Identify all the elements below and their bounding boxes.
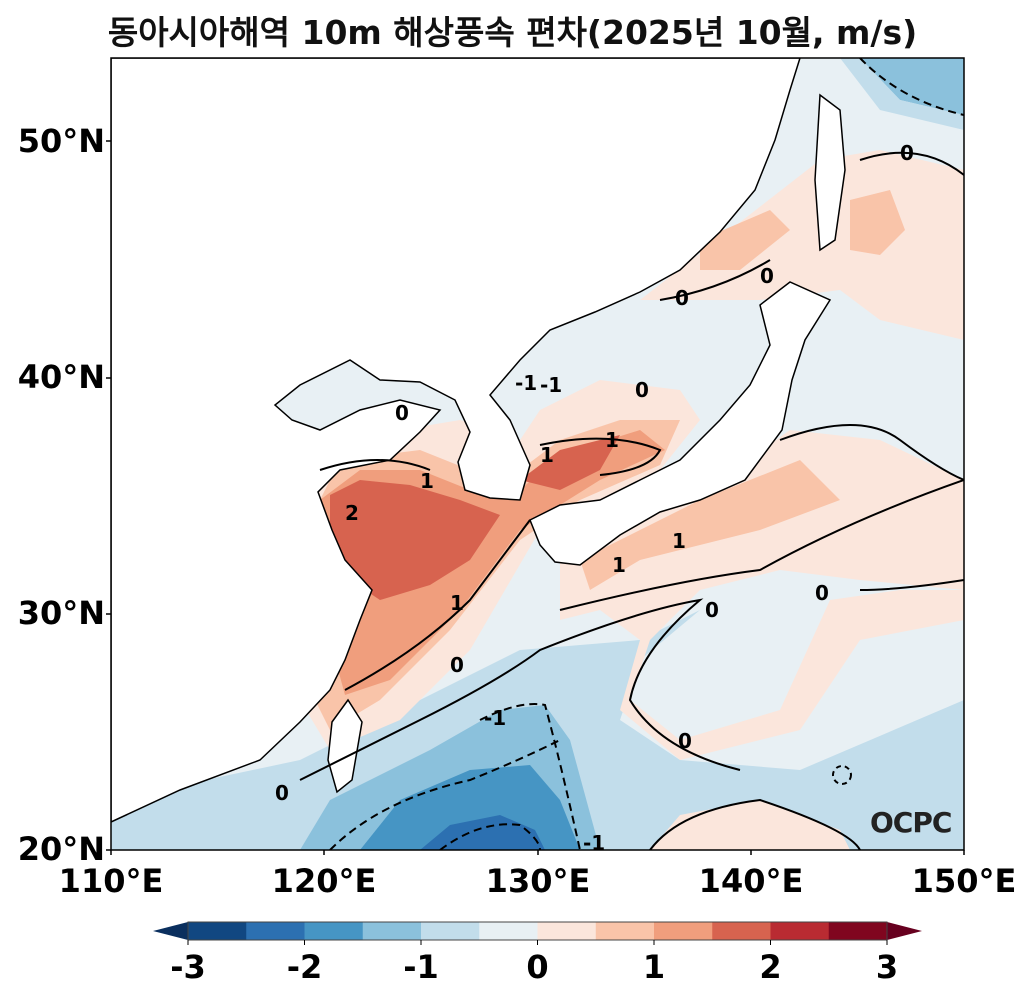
lat-tick-label: 40°N	[17, 358, 105, 396]
contour-lines	[299, 58, 964, 850]
colorbar-tick-label: -1	[403, 948, 439, 986]
contour-label: 1	[420, 469, 434, 493]
contour-label: 0	[450, 653, 464, 677]
colorbar-segment	[712, 922, 771, 940]
colorbar-segment	[304, 922, 364, 940]
land-taiwan	[327, 698, 363, 794]
colorbar-segment	[770, 922, 830, 940]
colorbar-segment	[537, 922, 597, 940]
anomaly-pos-1-north	[700, 190, 905, 270]
land-japan	[529, 281, 832, 566]
contour-label: 0	[635, 378, 649, 402]
colorbar-tick-label: 3	[875, 948, 899, 986]
colorbar-segment	[362, 922, 422, 940]
contour-label: 0	[275, 781, 289, 805]
anomaly-pos-0-5-south	[650, 800, 850, 850]
contour-label: 1	[450, 591, 464, 615]
contour-label: 0	[900, 141, 914, 165]
lon-tick-label: 150°E	[911, 862, 1017, 900]
lon-tick-label: 140°E	[698, 862, 804, 900]
colorbar-tick-label: 2	[759, 948, 782, 986]
contour-label: -1	[583, 831, 605, 855]
contour-label: 0	[678, 729, 692, 753]
contour-label: 1	[605, 428, 619, 452]
contour-label: 1	[540, 443, 554, 467]
colorbar-segment	[479, 922, 538, 940]
contour-label: 2	[345, 501, 359, 525]
lat-tick-label: 50°N	[17, 122, 105, 160]
colorbar-tick-label: -3	[170, 948, 206, 986]
ocpc-logo: OCPC	[870, 806, 952, 839]
map-title: 동아시아해역 10m 해상풍속 편차(2025년 10월, m/s)	[107, 13, 918, 52]
colorbar-segment	[188, 922, 247, 940]
lat-tick-label: 30°N	[17, 594, 105, 632]
anomaly-neg-1-ne	[860, 58, 964, 115]
contour-label: -1	[484, 706, 506, 730]
contour-label: 1	[612, 553, 626, 577]
land-china-korea	[111, 58, 801, 823]
contour-label: 0	[760, 264, 774, 288]
colorbar-tick-label: 1	[642, 948, 666, 986]
colorbar-segment	[828, 922, 888, 940]
colorbar-extend-under	[153, 922, 188, 940]
colorbar-tick-label: 0	[526, 948, 549, 986]
anomaly-pos-2-band	[330, 435, 620, 600]
lat-tick-label: 20°N	[17, 830, 105, 868]
lon-tick-label: 110°E	[58, 862, 164, 900]
axis-ticks	[106, 140, 965, 855]
contour-label: 0	[705, 598, 719, 622]
lon-tick-label: 130°E	[485, 862, 591, 900]
anomaly-pos-0-5-east	[560, 430, 964, 760]
contour-label: -1	[540, 373, 562, 397]
colorbar-extend-over	[887, 922, 922, 940]
contour-label-group: 0 0 0 -1 1 0 1 -1 2 1 1 0 1 1 0 0 -1 0 0…	[275, 141, 914, 855]
anomaly-neg-0-5-ne	[840, 58, 964, 130]
colorbar-segment	[246, 922, 305, 940]
contour-label: -1	[515, 371, 537, 395]
colorbar-segment	[595, 922, 655, 940]
colorbar-segment	[654, 922, 713, 940]
lon-tick-label: 120°E	[271, 862, 377, 900]
contour-label: 0	[815, 581, 829, 605]
contour-label: 0	[395, 401, 409, 425]
colorbar-segment	[421, 922, 480, 940]
contour-label: 1	[672, 529, 686, 553]
land-sakhalin	[814, 93, 846, 252]
colorbar	[153, 921, 922, 945]
contour-label: 0	[675, 286, 689, 310]
colorbar-tick-label: -2	[286, 948, 323, 986]
